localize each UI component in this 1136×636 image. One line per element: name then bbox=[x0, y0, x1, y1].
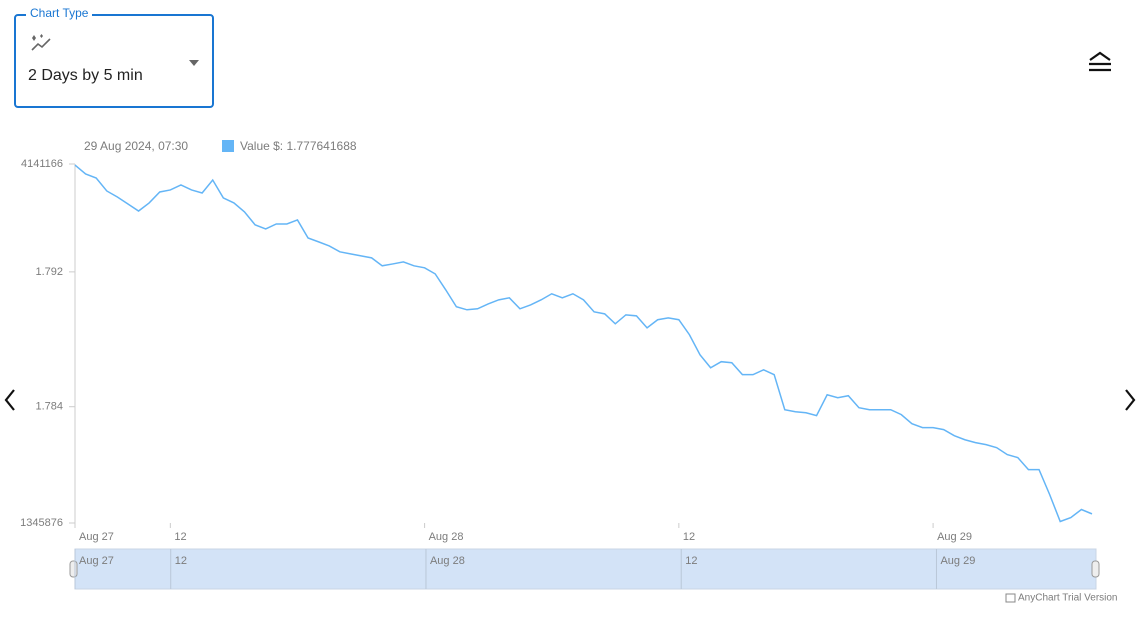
menu-button[interactable] bbox=[1089, 51, 1111, 72]
prev-button[interactable] bbox=[4, 389, 15, 411]
select-label: Chart Type bbox=[26, 6, 93, 20]
crosshair-date: 29 Aug 2024, 07:30 bbox=[84, 139, 188, 153]
x-tick-label: Aug 27 bbox=[79, 531, 114, 543]
y-tick-label: 1.792 bbox=[35, 266, 63, 278]
navigator-label: Aug 27 bbox=[79, 555, 114, 567]
navigator-label: Aug 29 bbox=[940, 555, 975, 567]
legend-swatch bbox=[222, 140, 234, 152]
y-tick-label: 1345876 bbox=[20, 517, 63, 529]
y-tick-label: 1.784 bbox=[35, 401, 63, 413]
legend-label: Value $: 1.777641688 bbox=[240, 139, 357, 153]
next-button[interactable] bbox=[1125, 389, 1136, 411]
navigator-label: 12 bbox=[175, 555, 187, 567]
y-tick-label: 4141166 bbox=[21, 158, 63, 170]
credit[interactable]: AnyChart Trial Version bbox=[1018, 593, 1118, 604]
x-tick-label: 12 bbox=[683, 531, 695, 543]
navigator-label: Aug 28 bbox=[430, 555, 465, 567]
dropdown-arrow[interactable] bbox=[189, 60, 199, 66]
select-value[interactable]: 2 Days by 5 min bbox=[28, 67, 143, 84]
chart-type-icon bbox=[31, 34, 51, 51]
navigator-handle[interactable] bbox=[1091, 560, 1100, 578]
series-line bbox=[74, 164, 1093, 523]
x-tick-label: 12 bbox=[174, 531, 186, 543]
chart-type-select[interactable] bbox=[14, 14, 214, 108]
x-tick-label: Aug 28 bbox=[429, 531, 464, 543]
x-tick-label: Aug 29 bbox=[937, 531, 972, 543]
navigator-label: 12 bbox=[685, 555, 697, 567]
navigator-handle[interactable] bbox=[69, 560, 78, 578]
credit-icon bbox=[1005, 593, 1016, 603]
